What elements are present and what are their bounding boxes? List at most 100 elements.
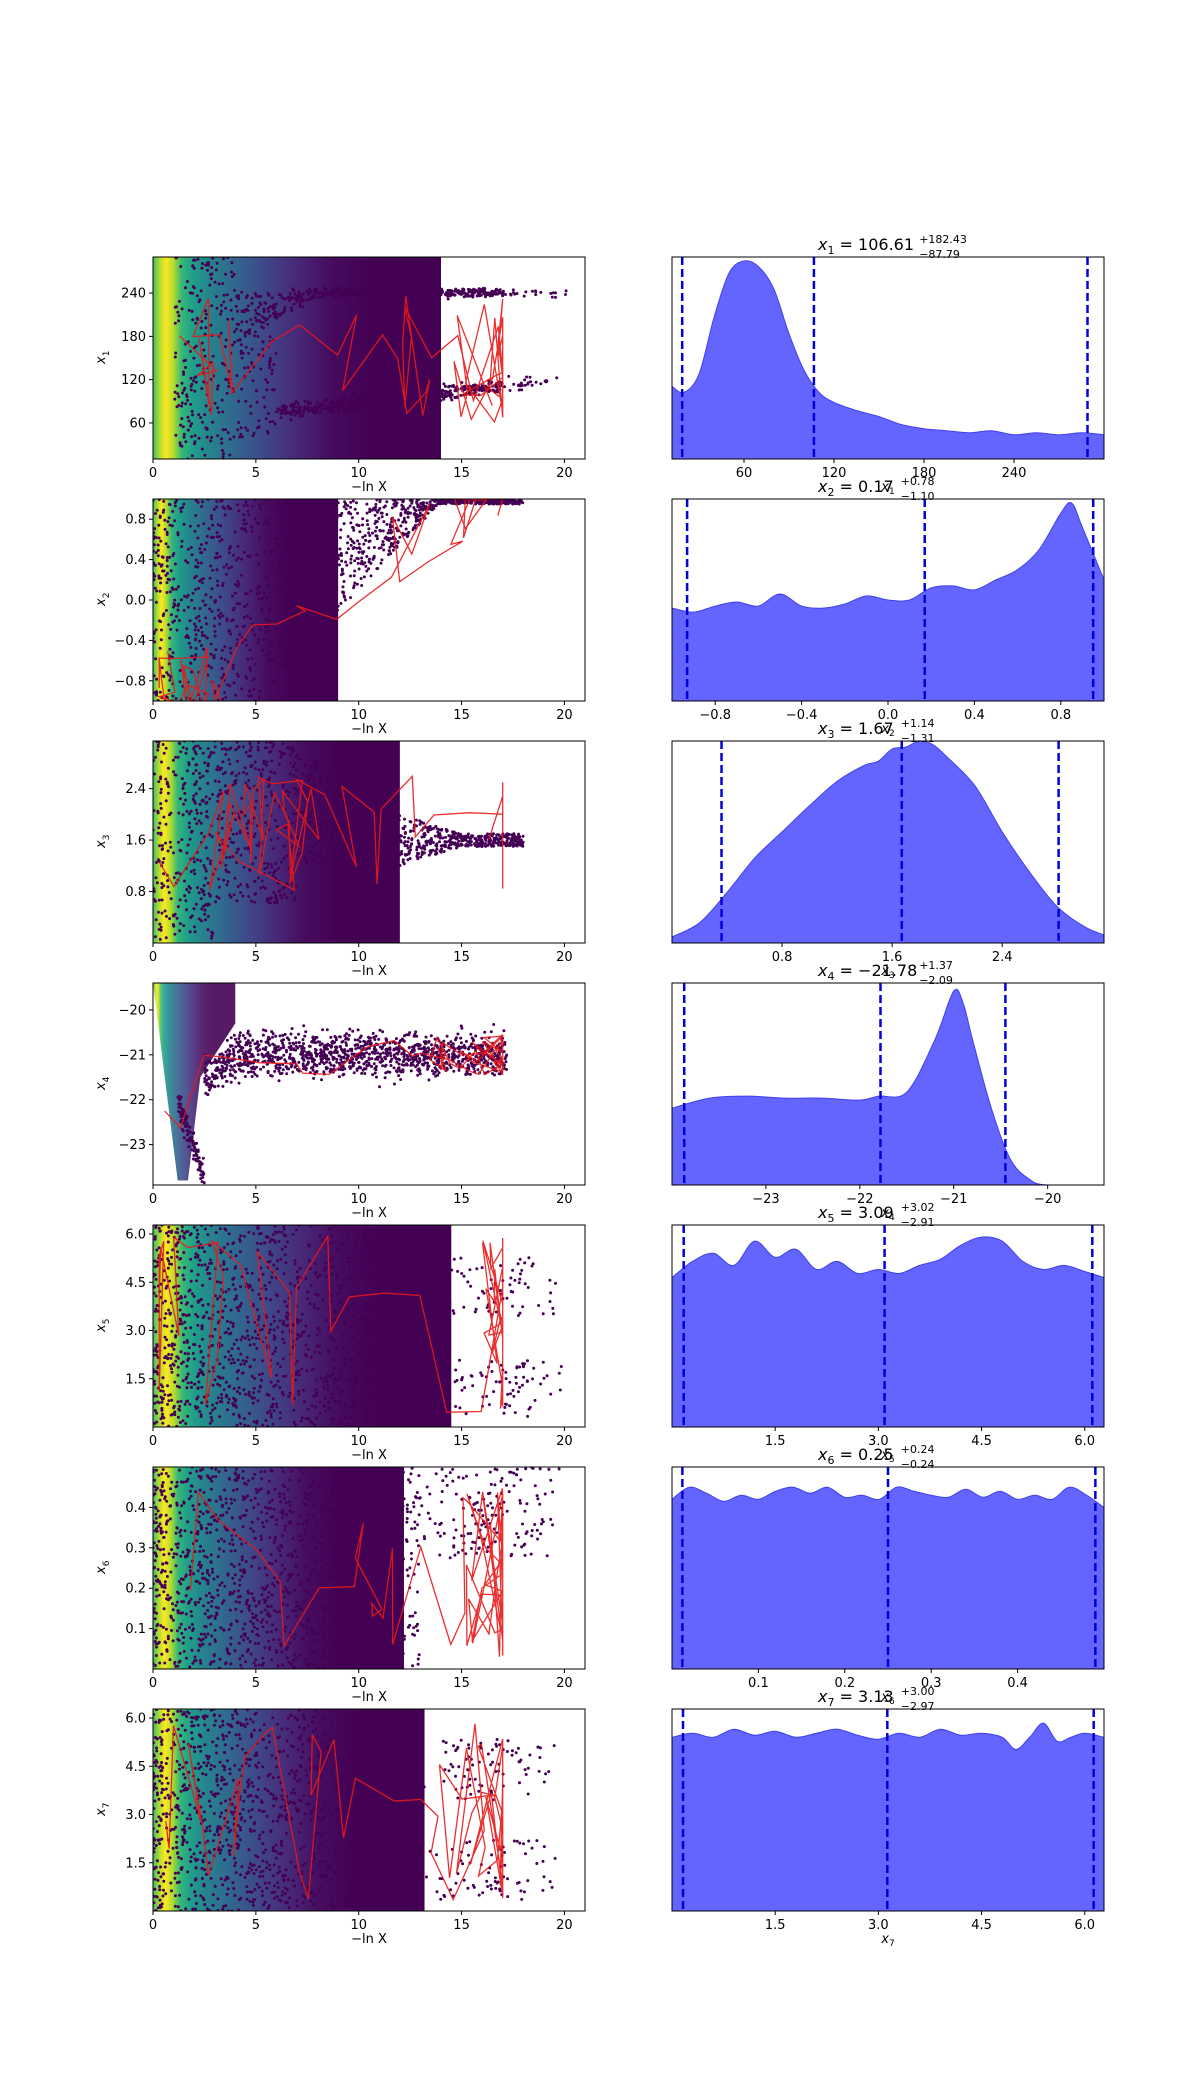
trace-panel-x3: 0 5 10 15 200.81.62.4−ln Xx3 [94,740,586,979]
sample-point [156,809,160,813]
sample-point [281,586,285,590]
sample-point [504,293,507,296]
sample-point [507,836,511,840]
sample-point [412,389,416,393]
sample-point [365,502,369,506]
sample-point [250,525,254,529]
sample-point [173,355,177,359]
sample-point [215,768,219,772]
sample-point [197,436,201,440]
sample-point [213,1077,217,1081]
sample-point [249,668,252,672]
sample-point [176,310,180,314]
sample-point [396,399,400,403]
sample-point [216,799,220,803]
sample-point [223,645,227,649]
chain-trace [158,774,504,892]
sample-point [179,423,183,427]
sample-point [436,391,440,395]
sample-point [459,1024,463,1028]
sample-point [379,805,383,809]
sample-point [309,820,313,824]
sample-point [241,894,245,898]
sample-point [343,790,347,793]
sample-point [555,376,559,380]
sample-point [403,510,407,514]
sample-point [385,806,389,810]
sample-point [371,294,375,298]
sample-point [403,831,407,834]
sample-point [384,861,388,864]
sample-point [339,536,342,540]
sample-point [184,751,188,755]
sample-point [367,546,371,550]
sample-point [274,627,278,630]
sample-point [393,499,397,503]
sample-point [173,504,177,508]
sample-point [220,441,224,445]
sample-point [160,628,163,632]
sample-point [269,359,272,362]
sample-point [153,809,156,813]
sample-point [262,759,266,763]
sample-point [404,291,408,295]
sample-point [209,642,213,646]
sample-point [236,309,239,313]
sample-point [359,562,363,566]
sample-point [219,611,223,615]
sample-point [317,823,320,827]
sample-point [218,555,222,559]
sample-point [283,893,286,897]
sample-point [218,535,221,539]
sample-point [220,656,223,660]
sample-point [261,340,265,344]
sample-point [202,883,206,887]
sample-point [232,681,236,685]
sample-point [517,499,521,502]
sample-points [153,499,525,701]
sample-point [166,571,169,575]
sample-point [298,302,302,306]
sample-point [264,630,268,634]
sample-point [337,854,341,858]
sample-point [457,843,461,847]
sample-point [164,573,168,577]
sample-point [456,1032,460,1036]
sample-point [455,846,458,850]
sample-point [194,638,197,642]
sample-point [160,844,164,847]
sample-point [193,930,197,934]
sample-point [214,648,218,652]
sample-point [243,1075,247,1078]
sample-point [163,527,167,531]
sample-point [429,841,433,845]
sample-point [231,317,235,321]
sample-point [323,511,327,515]
sample-point [340,402,344,406]
sample-point [306,400,310,404]
sample-point [339,857,343,861]
sample-point [321,858,325,862]
axes-frame [152,256,586,460]
sample-point [307,559,311,563]
sample-point [385,857,389,861]
sample-point [312,295,316,299]
sample-point [321,291,325,295]
sample-point [246,304,250,308]
y-tick-label: 60 [129,416,146,431]
sample-point [201,420,204,424]
sample-point [423,290,427,294]
sample-point [180,545,184,549]
sample-point [428,500,432,504]
sample-point [194,625,198,629]
sample-point [193,872,197,876]
sample-point [204,426,208,430]
sample-point [157,741,161,744]
sample-point [312,550,316,554]
sample-point [389,552,393,556]
sample-point [234,1037,237,1041]
sample-point [185,627,189,631]
sample-point [259,886,263,890]
sample-point [239,891,243,895]
sample-point [174,615,178,618]
